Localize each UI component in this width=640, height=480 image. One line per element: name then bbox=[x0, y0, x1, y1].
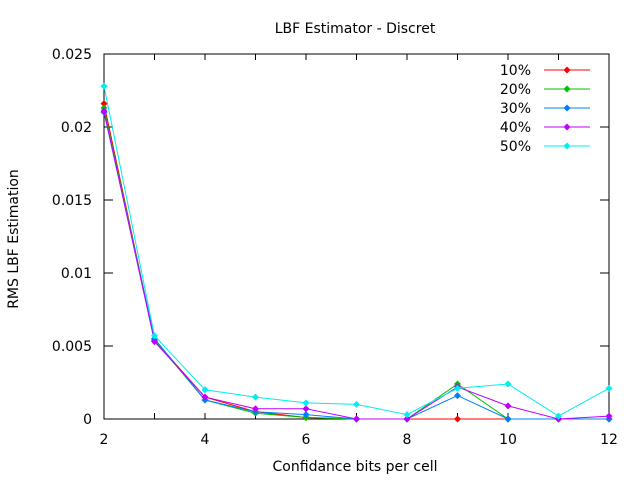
data-point bbox=[454, 415, 461, 423]
axis-ticks: 2 4 6 8 10 12 0 0.005 0.01 0.015 0.02 0.025 bbox=[52, 47, 618, 448]
data-point bbox=[605, 412, 613, 420]
x-tick-label: 4 bbox=[201, 432, 210, 448]
chart-title: LBF Estimator - Discret bbox=[275, 21, 436, 37]
series-lines bbox=[100, 82, 613, 423]
data-point bbox=[563, 85, 571, 93]
legend-label: 30% bbox=[500, 101, 531, 117]
data-point bbox=[563, 142, 571, 150]
x-tick-label: 2 bbox=[100, 432, 109, 448]
data-point bbox=[605, 384, 613, 392]
legend-label: 20% bbox=[500, 82, 531, 98]
data-point bbox=[201, 386, 209, 394]
series-line bbox=[103, 103, 609, 420]
data-point bbox=[454, 384, 461, 392]
y-tick-label: 0.01 bbox=[61, 266, 92, 282]
x-tick-label: 8 bbox=[403, 432, 412, 448]
data-point bbox=[100, 107, 108, 115]
plot-area bbox=[103, 53, 610, 420]
data-point bbox=[302, 405, 310, 413]
data-point bbox=[252, 405, 259, 413]
x-axis-label: Confidance bits per cell bbox=[273, 459, 438, 475]
legend-item: 50% bbox=[500, 139, 590, 155]
data-point bbox=[302, 411, 310, 419]
series-line bbox=[103, 86, 610, 417]
legend-label: 50% bbox=[500, 139, 531, 155]
data-point bbox=[563, 104, 571, 112]
series-line bbox=[103, 107, 609, 420]
y-tick-label: 0.025 bbox=[52, 47, 92, 63]
x-tick-label: 6 bbox=[302, 432, 311, 448]
data-point bbox=[504, 402, 512, 410]
data-point bbox=[252, 393, 259, 401]
data-point bbox=[403, 411, 411, 419]
data-point bbox=[563, 66, 571, 74]
data-point bbox=[555, 412, 562, 420]
data-point bbox=[353, 415, 360, 423]
legend-item: 30% bbox=[500, 101, 590, 117]
series-40pct bbox=[100, 107, 613, 423]
y-tick-label: 0.02 bbox=[61, 120, 92, 136]
legend-item: 40% bbox=[500, 120, 590, 136]
y-axis-label: RMS LBF Estimation bbox=[6, 169, 22, 309]
data-point bbox=[151, 332, 158, 340]
data-point bbox=[563, 123, 571, 131]
data-point bbox=[403, 415, 411, 423]
series-30pct bbox=[100, 108, 613, 423]
legend-item: 10% bbox=[500, 63, 590, 79]
y-tick-label: 0.005 bbox=[52, 339, 92, 355]
series-10pct bbox=[100, 100, 613, 423]
legend-label: 10% bbox=[500, 63, 531, 79]
data-point bbox=[201, 393, 209, 401]
data-point bbox=[504, 415, 512, 423]
plot-border bbox=[103, 53, 610, 420]
y-tick-label: 0.015 bbox=[52, 193, 92, 209]
series-line bbox=[103, 112, 609, 420]
data-point bbox=[100, 100, 108, 108]
x-tick-label: 12 bbox=[600, 432, 618, 448]
legend: 10% 20% 30% 40% 50% bbox=[500, 63, 590, 155]
data-point bbox=[454, 392, 461, 400]
legend-item: 20% bbox=[500, 82, 590, 98]
series-50pct bbox=[100, 82, 613, 420]
x-tick-label: 10 bbox=[499, 432, 517, 448]
series-line bbox=[103, 110, 610, 420]
data-point bbox=[100, 82, 108, 90]
data-point bbox=[353, 400, 360, 408]
data-point bbox=[151, 338, 158, 346]
y-tick-label: 0 bbox=[83, 412, 92, 428]
series-20pct bbox=[100, 104, 613, 423]
data-point bbox=[504, 380, 512, 388]
data-point bbox=[302, 399, 310, 407]
legend-label: 40% bbox=[500, 120, 531, 136]
